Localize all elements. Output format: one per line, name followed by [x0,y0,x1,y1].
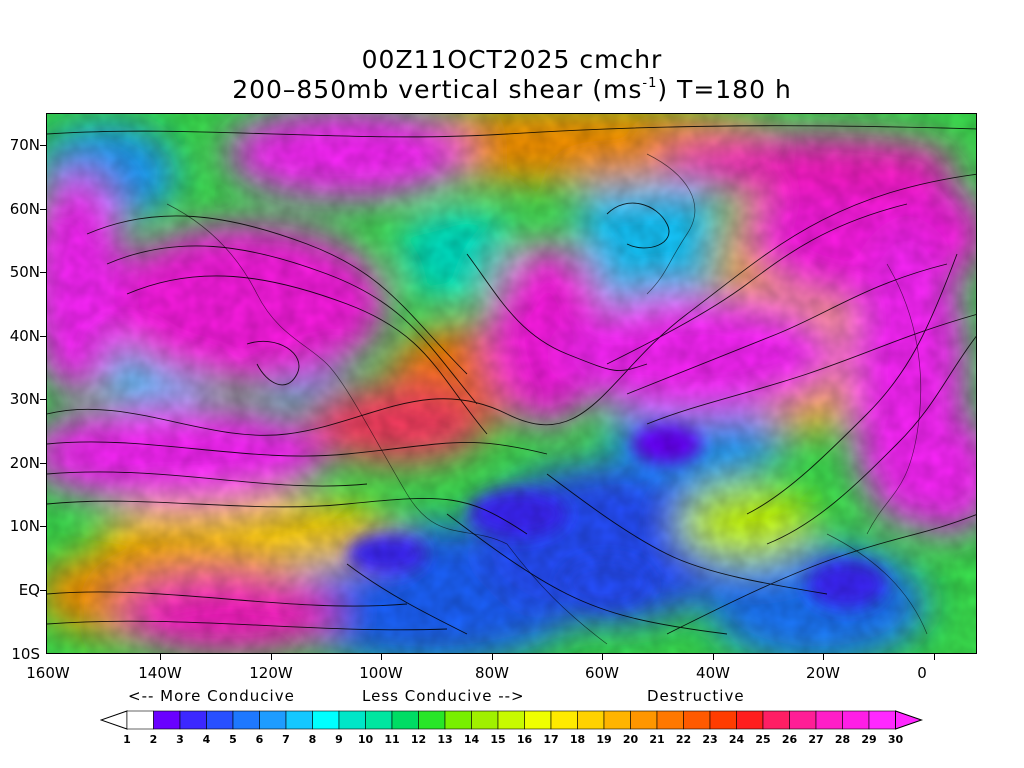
colorbar-swatch [444,710,472,730]
lat-label: EQ [18,581,40,599]
colorbar-label: 1 [123,733,131,746]
caption-less-conducive: Less Conducive --> [362,687,525,705]
colorbar-label: 8 [308,733,317,746]
colorbar-swatch [285,710,313,730]
colorbar-swatch [762,710,790,730]
subtitle-main: 200–850mb vertical shear (ms [232,75,643,104]
lat-label: 40N [9,327,40,345]
colorbar-label: 16 [516,733,533,746]
lat-label: 10N [9,517,40,535]
colorbar-label: 19 [596,733,612,746]
lat-label: 50N [9,263,40,281]
colorbar-swatch [365,710,393,730]
colorbar-swatch [736,710,764,730]
colorbar-label: 23 [702,733,718,746]
colorbar-label: 26 [781,733,798,746]
colorbar-swatch [550,710,578,730]
colorbar-label: 3 [176,733,184,746]
lon-label: 0 [917,664,927,682]
colorbar-label: 13 [437,733,453,746]
lon-label: 60W [585,664,619,682]
lat-label: 60N [9,200,40,218]
colorbar-swatch [232,710,260,730]
colorbar-label: 25 [755,733,771,746]
colorbar-label: 29 [861,733,877,746]
colorbar-swatch [842,710,870,730]
colorbar-swatch [179,710,207,730]
lon-label: 100W [359,664,403,682]
colorbar-low-arrow [99,710,128,730]
colorbar-label: 9 [335,733,343,746]
colorbar-label: 4 [202,733,211,746]
lon-label: 140W [138,664,182,682]
colorbar-label: 10 [357,733,374,746]
colorbar-label: 5 [229,733,237,746]
colorbar-label: 22 [675,733,692,746]
colorbar-swatch [126,710,154,730]
lat-label: 70N [9,136,40,154]
map-title: 00Z11OCT2025 cmchr [361,45,663,74]
colorbar-label: 2 [149,733,158,746]
lat-label: 10S [11,645,40,663]
colorbar-swatch [709,710,737,730]
colorbar-swatch [497,710,525,730]
lon-label: 80W [475,664,509,682]
colorbar-label: 28 [834,733,851,746]
colorbar-swatch [153,710,181,730]
colorbar-label: 20 [622,733,639,746]
lon-label: 40W [696,664,730,682]
colorbar-swatch [683,710,711,730]
colorbar-swatch [259,710,287,730]
colorbar-label: 14 [463,733,480,746]
colorbar-swatch [524,710,552,730]
colorbar-swatch [471,710,499,730]
colorbar-label: 7 [282,733,290,746]
lon-label: 120W [249,664,293,682]
colorbar-label: 18 [569,733,586,746]
colorbar-label: 27 [808,733,824,746]
colorbar-swatch [789,710,817,730]
colorbar-label: 11 [384,733,400,746]
colorbar-label: 30 [887,733,904,746]
coastlines [166,153,928,645]
colorbar-svg [99,710,924,730]
lat-label: 20N [9,454,40,472]
lat-label: 30N [9,390,40,408]
colorbar-swatch [868,710,896,730]
colorbar-label: 17 [543,733,559,746]
lon-label: 20W [806,664,840,682]
colorbar-swatch [312,710,340,730]
colorbar-label: 6 [255,733,264,746]
colorbar [99,710,924,734]
streamlines [47,125,976,635]
colorbar-label: 24 [728,733,745,746]
subtitle-unit-exponent: -1 [642,75,658,91]
caption-more-conducive: <-- More Conducive [128,687,295,705]
colorbar-swatch [391,710,419,730]
colorbar-swatch [577,710,605,730]
shear-field-svg [47,114,976,653]
colorbar-swatch [418,710,446,730]
colorbar-swatch [603,710,631,730]
colorbar-swatch [206,710,234,730]
lon-label: 160W [26,664,70,682]
colorbar-label: 15 [490,733,506,746]
colorbar-label: 12 [410,733,427,746]
colorbar-high-arrow [895,710,924,730]
colorbar-label: 21 [649,733,665,746]
colorbar-swatch [630,710,658,730]
map-subtitle: 200–850mb vertical shear (ms-1) T=180 h [0,75,1024,104]
subtitle-tail: ) T=180 h [657,75,792,104]
colorbar-swatch [656,710,684,730]
caption-destructive: Destructive [647,687,745,705]
shear-map [46,113,977,654]
colorbar-swatch [338,710,366,730]
colorbar-swatch [815,710,843,730]
